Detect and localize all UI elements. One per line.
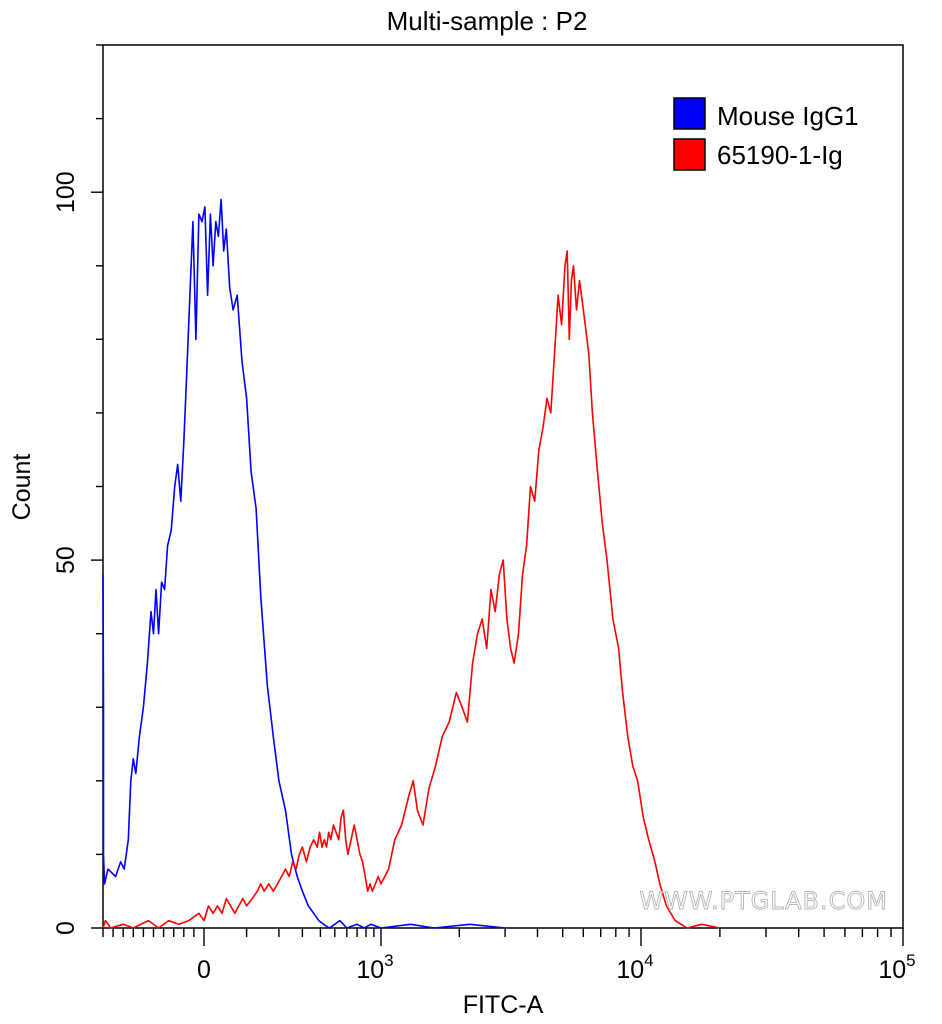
legend-swatch-65190-1-ig <box>673 138 706 171</box>
x-axis-label: FITC-A <box>463 991 544 1019</box>
legend-swatch-mouse-igg1 <box>673 97 706 130</box>
series-line-65190-1-ig <box>102 250 721 929</box>
x-tick-label: 103 <box>356 951 393 984</box>
y-tick-label: 50 <box>52 546 80 574</box>
series-line-mouse-igg1 <box>102 198 506 929</box>
legend: Mouse IgG1 65190-1-Ig <box>673 97 859 171</box>
y-axis-label: Count <box>8 454 36 521</box>
legend-item-mouse-igg1: Mouse IgG1 <box>673 97 859 131</box>
watermark-text: WWW.PTGLAB.COM <box>639 887 888 915</box>
x-tick-label: 105 <box>878 951 915 984</box>
legend-item-65190-1-ig: 65190-1-Ig <box>673 138 843 171</box>
legend-label-65190-1-ig: 65190-1-Ig <box>717 140 843 170</box>
x-tick-label: 104 <box>616 951 653 984</box>
x-minor-ticks <box>102 928 904 946</box>
plot-frame <box>102 44 904 929</box>
y-tick-label: 100 <box>52 171 80 213</box>
series-layer <box>102 198 721 929</box>
chart-title: Multi-sample : P2 <box>387 6 588 36</box>
y-tick-label: 0 <box>52 921 80 935</box>
x-tick-labels: 0 103 104 105 <box>197 951 916 984</box>
legend-label-mouse-igg1: Mouse IgG1 <box>717 101 859 131</box>
x-tick-label: 0 <box>197 956 211 984</box>
y-ticks: 0 50 100 <box>52 44 103 935</box>
